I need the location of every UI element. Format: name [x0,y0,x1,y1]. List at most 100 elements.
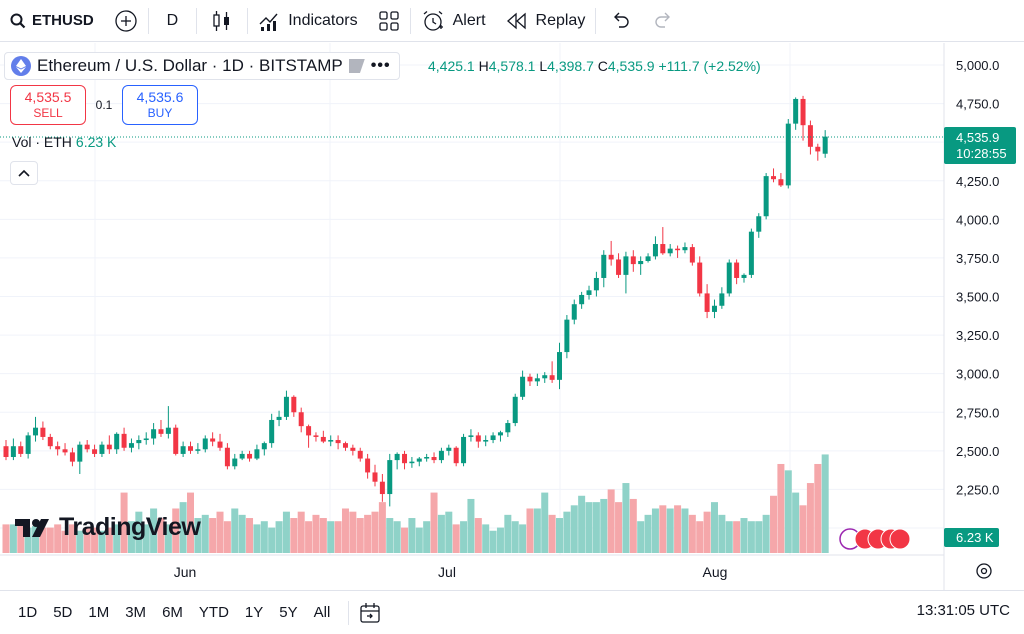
volume-bar [179,502,187,553]
candle-body [224,447,230,467]
volume-bar [659,505,667,553]
candle-body [62,449,68,453]
candle-body [822,136,828,154]
candle [77,441,83,474]
time-tick-label: Jul [438,564,456,580]
volume-badge: 6.23 K [944,528,999,547]
divider [348,600,350,625]
redo-button[interactable] [644,0,684,42]
volume-bar [548,514,556,553]
divider [147,7,149,34]
chart-type-button[interactable] [197,0,247,42]
candle [114,432,120,454]
volume-bar [563,511,571,553]
candle-body [542,375,548,379]
buy-button[interactable]: 4,535.6 BUY [122,85,198,125]
candle [387,453,393,507]
volume-label: Vol · ETH [12,134,72,150]
volume-bar [703,511,711,553]
candle-body [660,244,666,254]
range-3m[interactable]: 3M [125,604,147,621]
more-options-icon[interactable]: ••• [370,57,391,74]
volume-bar [755,521,763,553]
volume-bar [223,521,231,553]
sell-button[interactable]: 4,535.5 SELL [10,85,86,125]
candle [424,453,430,462]
range-6m[interactable]: 6M [162,604,183,621]
volume-bar [305,521,313,553]
compare-button[interactable] [104,0,148,42]
price-chart[interactable]: 5,000.0 4,750.0 4,250.0 4,000.0 3,750.0 3,500… [0,43,1024,590]
volume-bar [231,508,239,553]
volume-bar [644,514,652,553]
range-5y[interactable]: 5Y [279,604,298,621]
volume-bars [2,454,829,553]
candle-body [350,447,356,451]
volume-bar [533,508,541,553]
volume-bar [386,518,394,553]
candle-body [121,433,127,448]
volume-bar [806,483,814,553]
symbol-label: ETHUSD [32,12,94,29]
volume-bar [142,524,150,553]
candle-body [269,419,275,444]
flag-icon[interactable] [348,59,365,73]
candle-body [217,441,223,448]
interval-label: D [166,11,179,29]
candle [771,168,777,183]
candle [527,373,533,387]
candle [10,438,16,461]
range-ytd[interactable]: YTD [198,604,229,621]
range-5d[interactable]: 5D [53,604,73,621]
candle [62,443,68,456]
volume-bar [585,502,593,553]
volume-bar [157,518,165,553]
candle-body [394,453,400,461]
interval-button[interactable]: D [149,0,197,42]
volume-legend[interactable]: Vol · ETH 6.23 K [12,134,116,150]
undo-button[interactable] [596,0,644,42]
candle [461,433,467,467]
candle-body [468,435,474,437]
symbol-search[interactable]: ETHUSD [0,0,104,42]
candle [306,424,312,448]
events-cluster[interactable] [839,528,911,550]
candle-body [549,375,555,380]
candle [261,441,267,456]
price-tick-label: 2,250.0 [956,482,999,497]
range-1y[interactable]: 1Y [244,604,264,621]
range-1m[interactable]: 1M [88,604,110,621]
symbol-legend[interactable]: Ethereum / U.S. Dollar · 1D · BITSTAMP •… [4,52,400,80]
indicators-button[interactable]: Indicators [248,0,367,42]
range-1d[interactable]: 1D [18,604,38,621]
goto-date-button[interactable] [359,602,383,624]
low-label: L [539,58,548,74]
utc-clock[interactable]: 13:31:05 UTC [916,602,1010,619]
candle-body [254,449,260,459]
candle [601,250,607,288]
candle-body [689,247,695,263]
logo-text: TradingView [59,513,201,541]
candle [645,253,651,263]
tradingview-logo[interactable]: TradingView [15,513,201,542]
candle [711,299,717,319]
volume-bar [821,454,829,553]
range-all[interactable]: All [313,604,331,621]
volume-bar [9,524,17,553]
candle-body [372,472,378,482]
settings-gear-icon[interactable] [976,563,992,579]
alert-button[interactable]: Alert [411,0,496,42]
volume-bar [445,511,453,553]
candle [202,435,208,453]
volume-bar [629,498,637,553]
volume-bar [371,511,379,553]
volume-bar [327,521,335,553]
candle-body [593,277,599,291]
collapse-legend-button[interactable] [10,161,38,185]
volume-bar [740,518,748,553]
candle [173,424,179,456]
replay-button[interactable]: Replay [496,0,596,42]
candle-body [261,443,267,450]
layouts-button[interactable] [368,0,410,42]
candle [409,457,415,468]
